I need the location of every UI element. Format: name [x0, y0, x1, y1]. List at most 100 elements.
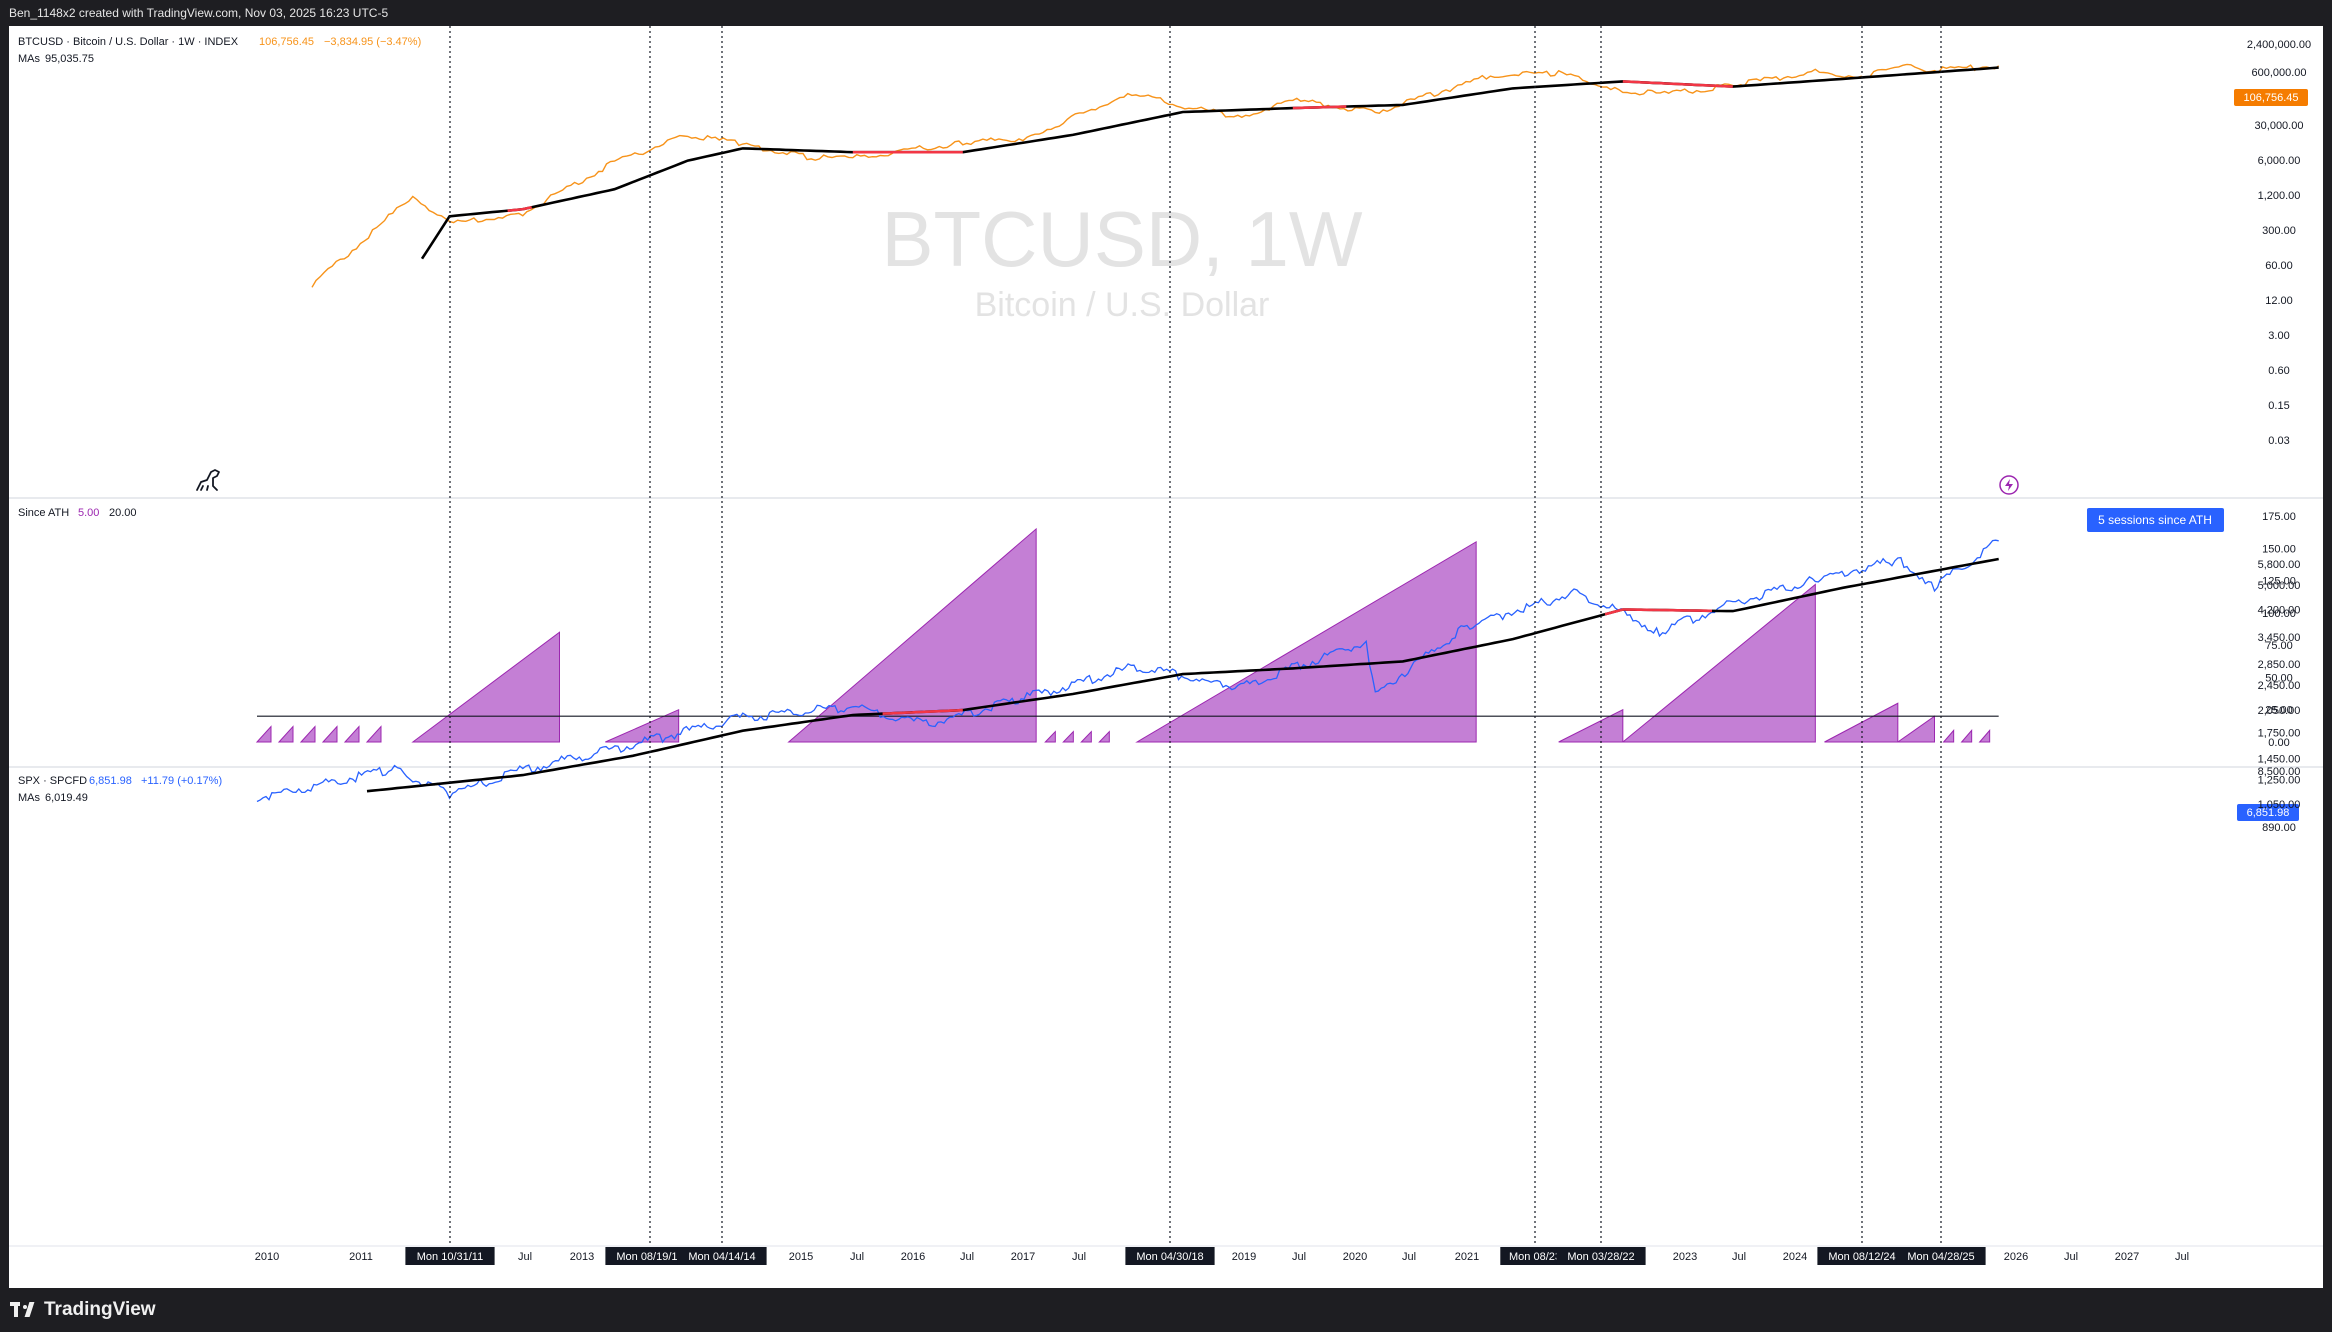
spx-price-tag-text: 6,851.98	[2247, 807, 2290, 819]
date-marker-label: Mon 03/28/22	[1567, 1251, 1634, 1263]
ath-badge[interactable]: 5 sessions since ATH	[2087, 508, 2224, 532]
x-axis-label: Jul	[1072, 1251, 1086, 1263]
btc-price-tag[interactable]: 106,756.45	[2234, 89, 2308, 106]
tradingview-logo[interactable]: TradingView	[10, 1288, 156, 1332]
watermark-title: BTCUSD, 1W	[881, 195, 1362, 283]
spx-ma-bear-segment	[1604, 608, 1712, 616]
date-marker-bg	[1125, 1247, 1215, 1265]
spx-ma-value: 6,019.49	[45, 792, 88, 804]
x-axis-label: 2013	[570, 1251, 594, 1263]
ath-y-tick-label: 175.00	[2262, 511, 2296, 523]
spx-y-tick-label: 4,200.00	[2258, 604, 2301, 616]
x-axis-label: 2016	[901, 1251, 925, 1263]
btc-price-tag-bg	[2234, 89, 2308, 106]
spx-price-tag-bg	[2237, 804, 2299, 821]
x-axis-label: 2011	[349, 1251, 373, 1263]
ath-area	[1621, 583, 1816, 743]
btc-y-tick-label: 6,000.00	[2258, 155, 2301, 167]
btc-ma-bear-segment	[1622, 80, 1733, 88]
btc-ma-bear-segment	[1292, 105, 1347, 110]
chart-canvas[interactable]: BTCUSD, 1W Bitcoin / U.S. Dollar BTCUSD …	[9, 26, 2323, 1288]
btc-y-tick-label: 60.00	[2265, 260, 2293, 272]
ath-badge-bg	[2087, 508, 2224, 532]
ath-y-tick-label: 50.00	[2265, 672, 2293, 684]
date-marker-label: Mon 04/30/18	[1136, 1251, 1203, 1263]
x-axis-label: Jul	[2064, 1251, 2078, 1263]
btc-legend-price: 106,756.45	[259, 36, 314, 48]
spx-y-tick-label: 8,500.00	[2258, 766, 2301, 778]
date-marker-label: Mon 04/14/14	[688, 1251, 755, 1263]
spx-y-tick-label: 5,000.00	[2258, 580, 2301, 592]
btc-y-tick-label: 300.00	[2262, 225, 2296, 237]
btc-y-tick-label: 3.00	[2268, 330, 2289, 342]
spx-y-tick-label: 2,050.00	[2258, 705, 2301, 717]
ath-area	[1824, 702, 1899, 743]
spx-ma-line	[366, 557, 1999, 793]
spx-ma-bear-segment	[882, 708, 963, 715]
spx-y-tick-label: 5,800.00	[2258, 559, 2301, 571]
btc-y-tick-label: 12.00	[2265, 295, 2293, 307]
ath-legend[interactable]: Since ATH 5.00 20.00	[18, 507, 137, 519]
chart-area[interactable]: BTCUSD, 1W Bitcoin / U.S. Dollar BTCUSD …	[9, 26, 2323, 1288]
ath-area	[1558, 708, 1624, 743]
date-marker-label: Mon 08/12/24	[1828, 1251, 1895, 1263]
btc-legend[interactable]: BTCUSD · Bitcoin / U.S. Dollar · 1W · IN…	[18, 36, 421, 65]
x-axis-label: Jul	[2175, 1251, 2189, 1263]
btc-ma-bear-segment	[507, 206, 532, 212]
ath-y-tick-label: 100.00	[2262, 608, 2296, 620]
tradingview-mark-icon	[10, 1302, 36, 1318]
date-marker-label: Mon 08/23	[1509, 1251, 1561, 1263]
ath-bump	[343, 725, 360, 743]
x-axis-label: 2026	[2004, 1251, 2028, 1263]
date-marker-label: Mon 08/19/13	[616, 1251, 683, 1263]
x-axis-label: 2017	[1011, 1251, 1035, 1263]
spx-price-tag[interactable]: 6,851.98	[2237, 804, 2299, 821]
x-axis-label: 2027	[2115, 1251, 2139, 1263]
spx-legend-change: +11.79 (+0.17%)	[141, 775, 222, 787]
spx-legend[interactable]: SPX · SPCFD 6,851.98 +11.79 (+0.17%) MAs…	[18, 775, 222, 804]
x-axis-label: Jul	[1292, 1251, 1306, 1263]
x-axis-label: 2020	[1343, 1251, 1367, 1263]
btc-y-tick-label: 2,400,000.00	[2247, 39, 2311, 51]
btc-legend-change: −3,834.95 (−3.47%)	[324, 36, 421, 48]
spx-y-tick-label: 890.00	[2262, 822, 2296, 834]
footer-bar	[0, 1288, 2332, 1332]
ath-area	[1135, 540, 1477, 743]
btc-y-tick-label: 0.15	[2268, 400, 2289, 412]
ath-y-tick-label: 0.00	[2268, 737, 2289, 749]
top-credit-bar: Ben_1148x2 created with TradingView.com,…	[0, 0, 2332, 26]
ath-bump	[1080, 730, 1092, 743]
btc-y-tick-label: 600,000.00	[2251, 67, 2306, 79]
date-marker-bg	[405, 1247, 495, 1265]
dinosaur-icon[interactable]	[196, 469, 220, 491]
x-axis-label: 2024	[1783, 1251, 1807, 1263]
date-marker-label: Mon 04/28/25	[1907, 1251, 1974, 1263]
ath-y-tick-label: 25.00	[2265, 705, 2293, 717]
x-axis-label: 2015	[789, 1251, 813, 1263]
spx-y-tick-label: 1,750.00	[2258, 727, 2301, 739]
x-axis-label: Jul	[518, 1251, 532, 1263]
x-axis-label: 2010	[255, 1251, 279, 1263]
ath-bump	[321, 725, 338, 743]
ath-y-tick-label: 125.00	[2262, 576, 2296, 588]
date-marker-bg	[1896, 1247, 1986, 1265]
spx-price-line	[256, 539, 1999, 803]
ath-bump	[1978, 729, 1991, 743]
lightning-icon[interactable]	[1999, 475, 2019, 495]
spx-legend-price: 6,851.98	[89, 775, 132, 787]
btc-y-tick-label: 0.03	[2268, 435, 2289, 447]
date-marker-bg	[1500, 1247, 1570, 1265]
ath-bump	[1098, 730, 1110, 743]
ath-y-tick-label: 75.00	[2265, 640, 2293, 652]
tradingview-wordmark: TradingView	[44, 1299, 156, 1320]
ath-bump	[255, 725, 272, 743]
spx-y-tick-label: 2,450.00	[2258, 680, 2301, 692]
btc-y-tick-label: 1,200.00	[2258, 190, 2301, 202]
btc-ma-label: MAs	[18, 53, 41, 65]
x-axis-label: Jul	[1732, 1251, 1746, 1263]
date-marker-bg	[605, 1247, 695, 1265]
btc-y-tick-label: 0.60	[2268, 365, 2289, 377]
btc-price-tag-text: 106,756.45	[2243, 92, 2298, 104]
btc-y-tick-label: 30,000.00	[2255, 120, 2304, 132]
ath-legend-v1: 5.00	[78, 507, 99, 519]
